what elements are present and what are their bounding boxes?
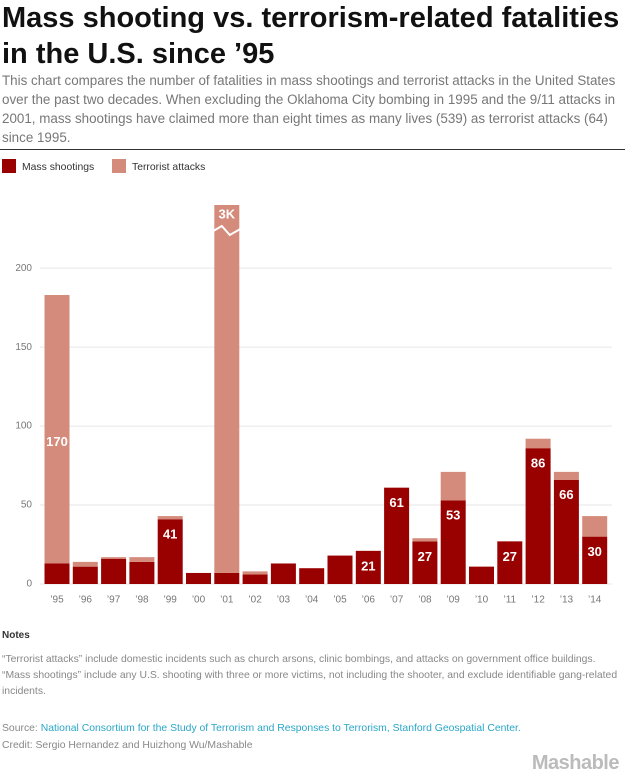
y-tick-label: 0 xyxy=(26,579,32,590)
x-tick-label: ’96 xyxy=(79,595,93,606)
bar xyxy=(44,563,70,584)
bar xyxy=(582,516,608,537)
data-label: 86 xyxy=(531,456,545,471)
data-label: 53 xyxy=(446,508,460,523)
x-tick-label: ’99 xyxy=(164,595,178,606)
note: “Terrorist attacks” include domestic inc… xyxy=(2,654,596,665)
chart: Mass shootings Terrorist attacks 0 50 100 150… xyxy=(2,159,612,606)
bar xyxy=(214,572,240,584)
x-tick-label: ’98 xyxy=(135,595,149,606)
y-tick-label: 50 xyxy=(21,500,33,511)
data-label: 41 xyxy=(163,527,177,542)
source-label: Source: xyxy=(2,723,38,734)
data-label: 61 xyxy=(389,495,403,510)
data-label: 170 xyxy=(46,434,68,449)
bar xyxy=(101,557,127,559)
bar xyxy=(440,500,466,584)
data-label: 27 xyxy=(418,549,432,564)
data-label: 3K xyxy=(218,206,235,221)
bar xyxy=(157,519,183,584)
x-tick-label: ’04 xyxy=(305,595,319,606)
legend-swatch xyxy=(112,159,126,173)
bar xyxy=(440,471,466,501)
x-tick-label: ’07 xyxy=(390,595,404,606)
x-tick-label: ’05 xyxy=(333,595,347,606)
data-label: 27 xyxy=(503,549,517,564)
bar xyxy=(157,516,183,520)
divider xyxy=(0,149,625,150)
source: Source: National Consortium for the Stud… xyxy=(2,723,521,734)
bar xyxy=(582,536,608,584)
bar xyxy=(412,541,438,584)
x-tick-label: ’13 xyxy=(560,595,574,606)
bar xyxy=(469,566,494,584)
x-tick-label: ’06 xyxy=(362,595,376,606)
logo: Mashable xyxy=(531,752,620,774)
credit: Credit: Sergio Hernandez and Huizhong Wu… xyxy=(2,740,253,751)
bar xyxy=(44,295,70,564)
source-link[interactable]: National Consortium for the Study of Ter… xyxy=(40,723,521,734)
bar xyxy=(129,561,155,584)
legend-label: Mass shootings xyxy=(22,162,94,173)
bar xyxy=(129,557,155,562)
bar xyxy=(525,438,551,449)
legend-swatch xyxy=(2,159,16,173)
y-tick-label: 100 xyxy=(15,421,32,432)
y-tick-label: 200 xyxy=(15,263,32,274)
bar xyxy=(525,448,551,584)
x-tick-label: ’00 xyxy=(192,595,206,606)
data-label: 21 xyxy=(361,558,375,573)
bar xyxy=(72,561,98,567)
bar xyxy=(72,566,98,584)
note: “Mass shootings” include any U.S. shooti… xyxy=(2,670,618,697)
x-tick-label: ’97 xyxy=(107,595,121,606)
legend-label: Terrorist attacks xyxy=(132,162,205,173)
bar xyxy=(553,479,579,584)
bar xyxy=(355,550,381,584)
x-tick-label: ’12 xyxy=(531,595,545,606)
x-tick-label: ’11 xyxy=(503,595,516,606)
data-label: 66 xyxy=(559,487,573,502)
x-tick-label: ’08 xyxy=(418,595,432,606)
bar xyxy=(242,571,268,575)
notes: “Terrorist attacks” include domestic inc… xyxy=(2,652,622,700)
bar xyxy=(242,574,268,584)
bar xyxy=(270,563,296,584)
bar xyxy=(384,487,410,584)
bar xyxy=(299,568,325,584)
data-label: 30 xyxy=(587,544,601,559)
bar xyxy=(412,538,438,542)
bar xyxy=(186,572,211,584)
x-tick-label: ’10 xyxy=(475,595,489,606)
x-tick-label: ’14 xyxy=(588,595,602,606)
bar xyxy=(214,205,240,573)
bar xyxy=(553,471,579,480)
notes-heading: Notes xyxy=(2,630,30,641)
x-tick-label: ’03 xyxy=(277,595,291,606)
bar xyxy=(327,555,353,584)
axis-break xyxy=(212,224,241,237)
bar xyxy=(101,558,127,584)
y-tick-label: 150 xyxy=(15,342,32,353)
x-tick-label: ’09 xyxy=(447,595,461,606)
x-tick-label: ’95 xyxy=(50,595,64,606)
title: Mass shooting vs. terrorism-related fata… xyxy=(2,2,620,70)
x-tick-label: ’01 xyxy=(220,595,234,606)
subtitle: This chart compares the number of fatali… xyxy=(2,73,616,145)
bar xyxy=(497,541,523,584)
x-tick-label: ’02 xyxy=(248,595,262,606)
